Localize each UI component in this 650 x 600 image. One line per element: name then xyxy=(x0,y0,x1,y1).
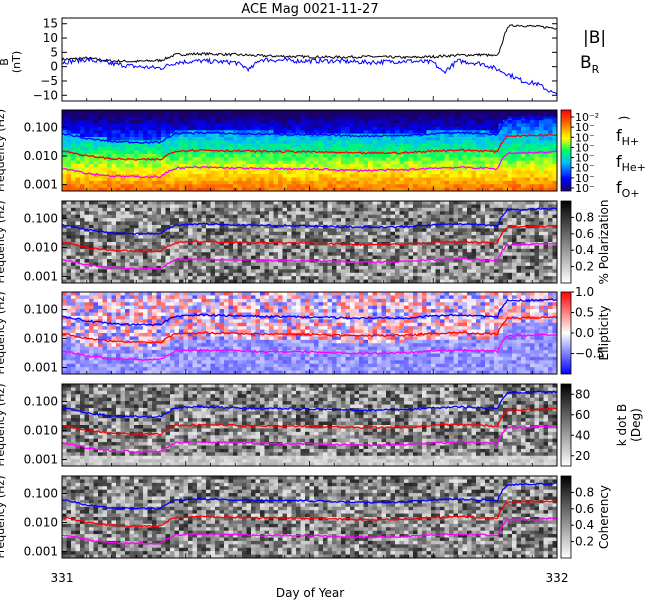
colorbar xyxy=(560,383,572,467)
colorbar-label: ) xyxy=(617,116,631,121)
colorbar-tick-label: 20 xyxy=(575,449,590,463)
colorbar-tick-label: 40 xyxy=(575,428,590,442)
colorbar-label: % Polarization xyxy=(597,200,611,285)
overlay-fh-plus xyxy=(61,390,558,419)
y-axis-label: Frequency (Hz) xyxy=(0,292,7,375)
overlay-fh-plus xyxy=(61,482,558,511)
colorbar xyxy=(560,109,572,192)
overlay-fo-plus xyxy=(61,333,558,361)
colorbar-tick-label: 0.5 xyxy=(575,306,594,320)
colorbar-tick-label: 0.6 xyxy=(575,227,594,241)
legend-b-r: BR xyxy=(580,53,600,76)
colorbar-label: k dot B(Deg) xyxy=(615,404,643,446)
colorbar-tick-label: 10⁻ xyxy=(575,172,595,185)
overlay-fo-plus xyxy=(62,517,558,546)
panel-wave-normal-angle: 0.100 0.010 0.001 Frequency (Hz) 80 60 40 20 k d… xyxy=(0,383,643,467)
colorbar xyxy=(560,291,572,375)
colorbar-tick-label: 0.2 xyxy=(575,535,594,549)
y-tick-label: 0.100 xyxy=(24,394,58,408)
colorbar-tick-label: 10⁻ xyxy=(575,152,595,165)
y-tick-label: −5 xyxy=(40,74,58,88)
overlay-fhe-plus xyxy=(61,133,558,162)
series-line-b-r xyxy=(61,56,558,96)
colorbar-tick-label: 10⁻² xyxy=(575,111,599,124)
overlay-fhe-plus xyxy=(61,407,558,436)
colorbar-label: Coherency xyxy=(597,485,611,549)
colorbar xyxy=(560,200,572,284)
legend-o-plus: fO+ xyxy=(616,178,640,200)
y-tick-label: 0.100 xyxy=(24,211,58,225)
y-tick-label: 0.010 xyxy=(24,241,58,255)
colorbar-tick-label: 0.4 xyxy=(575,243,594,257)
heatmap-cells xyxy=(62,201,558,284)
chart-title: ACE Mag 0021-11-27 xyxy=(241,2,378,17)
y-tick-label: 0.010 xyxy=(24,516,58,530)
panel-coherency: 0.100 0.010 0.001 Frequency (Hz) 0.8 0.6 0.4 0.… xyxy=(0,475,611,559)
colorbar-tick-label: −0.5 xyxy=(575,347,604,361)
overlay-fh-plus xyxy=(61,207,558,236)
y-tick-label: 0.001 xyxy=(24,270,58,284)
overlay-fhe-plus xyxy=(61,224,558,253)
colorbar-tick-label: 0.8 xyxy=(575,485,594,499)
legend-b-magnitude: |B| xyxy=(583,28,606,48)
panel-polarization: 0.100 0.010 0.001 Frequency (Hz) 0.8 0.6 0.4 0.… xyxy=(0,200,611,285)
x-axis-label: Day of Year xyxy=(276,586,344,600)
legend-he-plus: fHe+ xyxy=(616,152,646,174)
colorbar-tick-label: 10⁻ xyxy=(575,131,595,144)
y-tick-label: 0.010 xyxy=(24,149,58,163)
overlay-fo-plus xyxy=(61,242,558,271)
y-tick-label: 0.001 xyxy=(24,545,58,559)
y-tick-label: 5 xyxy=(50,45,58,59)
x-tick-label-start: 331 xyxy=(51,571,74,585)
y-tick-label: −10 xyxy=(33,88,58,102)
legend-h-plus: fH+ xyxy=(616,126,639,148)
colorbar-tick-label: 0.4 xyxy=(575,518,594,532)
y-tick-label: 0.001 xyxy=(24,361,58,375)
y-axis-label: Frequency (Hz) xyxy=(0,201,7,284)
heatmap-cells xyxy=(62,110,558,192)
y-axis-label: Frequency (Hz) xyxy=(0,384,7,467)
y-tick-label: 10 xyxy=(43,31,58,45)
colorbar-tick-label: 10⁻ xyxy=(575,182,595,195)
colorbar-tick-label: 1.0 xyxy=(575,285,594,299)
y-tick-label: 0.001 xyxy=(24,178,58,192)
y-tick-label: 0.100 xyxy=(24,302,58,316)
y-axis-label: B(nT) xyxy=(0,51,23,73)
overlay-fh-plus xyxy=(61,116,558,144)
colorbar-tick-label: 0.8 xyxy=(575,210,594,224)
y-tick-label: 0.010 xyxy=(24,332,58,346)
overlay-fo-plus xyxy=(61,150,557,179)
colorbar xyxy=(560,475,572,559)
heatmap-cells xyxy=(62,384,558,467)
colorbar-tick-label: 80 xyxy=(575,387,590,401)
y-axis-label: Frequency (Hz) xyxy=(0,109,7,192)
overlay-fo-plus xyxy=(61,424,558,454)
heatmap-cells xyxy=(62,292,558,375)
x-tick-label-end: 332 xyxy=(546,571,569,585)
colorbar-label: Ellipticity xyxy=(597,306,611,361)
colorbar-tick-label: 60 xyxy=(575,408,590,422)
y-tick-label: 15 xyxy=(43,17,58,31)
y-tick-label: 0.100 xyxy=(24,120,58,134)
colorbar-tick-label: 10⁻ xyxy=(575,121,595,134)
colorbar-tick-label: 0.6 xyxy=(575,502,594,516)
y-tick-label: 0.100 xyxy=(24,486,58,500)
overlay-fh-plus xyxy=(62,298,558,327)
colorbar-tick-label: 0.0 xyxy=(575,326,594,340)
panel-ellipticity: 0.100 0.010 0.001 Frequency (Hz) 1.0 0.5 0.0 −0… xyxy=(0,285,611,375)
y-axis-label: Frequency (Hz) xyxy=(0,476,7,559)
y-tick-label: 0.001 xyxy=(24,453,58,467)
y-tick-label: 0 xyxy=(50,60,58,74)
series-line-b-magnitude xyxy=(61,24,558,64)
overlay-fhe-plus xyxy=(61,315,558,344)
colorbar-tick-label: 10⁻ xyxy=(575,141,595,154)
colorbar-tick-label: 0.2 xyxy=(575,260,594,274)
y-tick-label: 0.010 xyxy=(24,424,58,438)
colorbar-tick-label: 10⁻ xyxy=(575,162,595,175)
overlay-fhe-plus xyxy=(61,499,558,528)
